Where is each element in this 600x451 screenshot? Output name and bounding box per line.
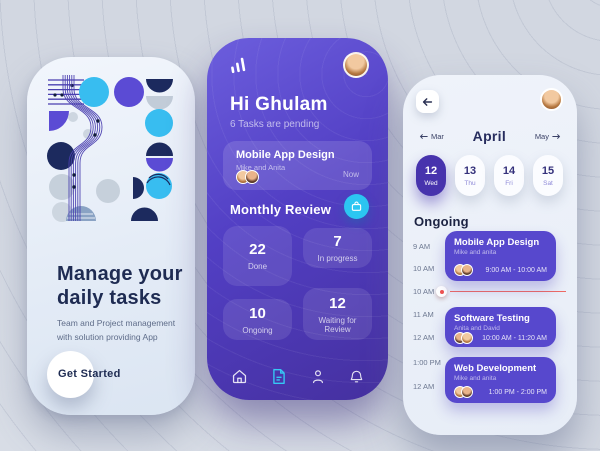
back-button[interactable] xyxy=(416,90,439,113)
prev-month-button[interactable]: Mar xyxy=(419,132,444,141)
back-arrow-icon xyxy=(422,97,433,106)
stat-value: 7 xyxy=(333,233,342,250)
event-time-range: 1:00 PM - 2:00 PM xyxy=(488,388,547,396)
date-pill-13[interactable]: 13 Thu xyxy=(455,155,485,196)
arrow-left-icon xyxy=(419,133,428,139)
ongoing-section-title: Ongoing xyxy=(414,214,469,229)
date-picker-row: 12 Wed 13 Thu 14 Fri 15 Sat xyxy=(416,155,563,196)
home-icon[interactable] xyxy=(231,368,248,385)
event-avatars xyxy=(454,386,473,398)
current-task-card[interactable]: Mobile App Design Mike and Anita Now xyxy=(223,141,372,190)
bar-chart-icon xyxy=(231,57,246,74)
briefcase-action-button[interactable] xyxy=(344,194,369,219)
event-avatars xyxy=(454,264,473,276)
member-avatar xyxy=(245,170,259,184)
date-number: 13 xyxy=(463,164,477,177)
event-time-range: 9:00 AM - 10:00 AM xyxy=(485,266,547,274)
time-label: 10 AM xyxy=(413,287,435,296)
event-avatars xyxy=(454,332,473,344)
stat-value: 12 xyxy=(329,294,346,312)
time-label: 10 AM xyxy=(413,264,435,273)
month-title: April xyxy=(472,128,507,144)
bell-icon[interactable] xyxy=(349,368,364,385)
event-title: Web Development xyxy=(454,363,537,374)
event-card-software-testing[interactable]: Software Testing Anita and David 10:00 A… xyxy=(445,307,556,347)
get-started-button[interactable] xyxy=(47,351,94,398)
date-weekday: Fri xyxy=(505,179,513,187)
event-members: Mike and anita xyxy=(454,249,497,256)
date-pill-14[interactable]: 14 Fri xyxy=(494,155,524,196)
bottom-nav-bar xyxy=(231,365,364,387)
onboarding-title: Manage your daily tasks xyxy=(57,263,183,309)
stats-right-column: 7 In progress 12 Waiting for Review xyxy=(303,226,372,340)
stat-done-card: 22 Done xyxy=(223,226,292,286)
stat-value: 10 xyxy=(249,304,266,322)
task-title: Mobile App Design xyxy=(236,149,335,161)
pending-tasks-text: 6 Tasks are pending xyxy=(230,119,320,130)
member-avatar xyxy=(461,386,473,398)
stat-label: Done xyxy=(247,262,268,271)
month-navigation: Mar April May xyxy=(419,128,561,144)
event-card-mobile-app-design[interactable]: Mobile App Design Mike and anita 9:00 AM… xyxy=(445,231,556,281)
greeting-text: Hi Ghulam xyxy=(230,94,328,115)
current-time-indicator xyxy=(436,286,447,297)
time-label: 12 AM xyxy=(413,333,435,342)
stat-waiting-card: 12 Waiting for Review xyxy=(303,288,372,340)
stat-inprogress-card: 7 In progress xyxy=(303,228,372,268)
stat-value: 22 xyxy=(249,241,266,258)
tasks-doc-icon[interactable] xyxy=(271,368,287,385)
onboarding-screen: Manage your daily tasks Team and Project… xyxy=(27,57,195,415)
user-avatar[interactable] xyxy=(540,88,563,111)
event-members: Mike and anita xyxy=(454,375,497,382)
date-number: 12 xyxy=(424,164,438,177)
date-weekday: Sat xyxy=(543,179,553,187)
arrow-right-icon xyxy=(552,133,561,139)
event-members: Anita and David xyxy=(454,325,500,332)
next-month-button[interactable]: May xyxy=(535,132,561,141)
monthly-review-title: Monthly Review xyxy=(230,202,332,217)
stat-label: Waiting for Review xyxy=(318,315,357,334)
abstract-shapes-illustration xyxy=(47,75,173,222)
date-pill-15[interactable]: 15 Sat xyxy=(533,155,563,196)
dashboard-screen: Hi Ghulam 6 Tasks are pending Mobile App… xyxy=(207,38,388,400)
stat-label: In progress xyxy=(317,254,358,263)
get-started-label[interactable]: Get Started xyxy=(58,368,121,380)
prev-month-label[interactable]: Mar xyxy=(431,131,444,141)
date-pill-12[interactable]: 12 Wed xyxy=(416,155,446,196)
member-avatar xyxy=(461,332,473,344)
task-avatars xyxy=(236,170,259,184)
date-number: 14 xyxy=(502,164,516,177)
time-label: 11 AM xyxy=(413,310,434,319)
event-title: Mobile App Design xyxy=(454,237,540,248)
member-avatar xyxy=(461,264,473,276)
onboarding-subtitle: Team and Project management with solutio… xyxy=(57,318,176,342)
event-time-range: 10:00 AM - 11:20 AM xyxy=(482,334,547,342)
current-time-line xyxy=(450,291,566,292)
event-title: Software Testing xyxy=(454,313,530,324)
next-month-label[interactable]: May xyxy=(534,131,549,141)
date-weekday: Wed xyxy=(424,179,438,187)
rings-decoration xyxy=(207,38,388,400)
briefcase-icon xyxy=(351,201,362,211)
stats-left-column: 22 Done 10 Ongoing xyxy=(223,226,292,340)
date-weekday: Thu xyxy=(464,179,476,187)
time-label: 1:00 PM xyxy=(413,358,441,367)
user-avatar[interactable] xyxy=(343,52,369,78)
stat-label: Ongoing xyxy=(242,325,273,335)
date-number: 15 xyxy=(541,164,555,177)
time-label: 12 AM xyxy=(413,382,435,391)
time-label: 9 AM xyxy=(413,242,431,251)
profile-icon[interactable] xyxy=(310,368,326,385)
monthly-stats-grid: 22 Done 10 Ongoing 7 In progress 12 Wait… xyxy=(223,226,372,340)
calendar-screen: Mar April May 12 Wed 13 Thu 14 Fri 15 Sa… xyxy=(403,75,577,435)
task-members: Mike and Anita xyxy=(236,163,286,172)
stat-ongoing-card: 10 Ongoing xyxy=(223,299,292,340)
task-time-badge: Now xyxy=(342,170,359,179)
event-card-web-development[interactable]: Web Development Mike and anita 1:00 PM -… xyxy=(445,357,556,403)
